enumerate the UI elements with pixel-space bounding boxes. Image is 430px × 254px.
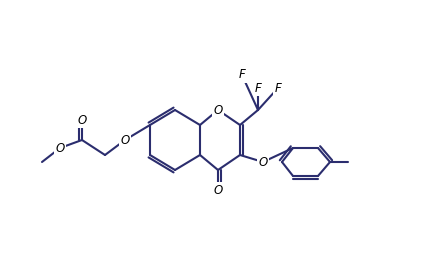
Text: O: O: [120, 134, 129, 147]
Text: O: O: [55, 141, 64, 154]
Text: O: O: [213, 103, 223, 117]
Text: O: O: [213, 183, 223, 197]
Text: O: O: [77, 114, 86, 126]
Text: F: F: [239, 69, 246, 82]
Text: F: F: [275, 82, 281, 94]
Text: O: O: [258, 155, 267, 168]
Text: F: F: [255, 82, 261, 94]
